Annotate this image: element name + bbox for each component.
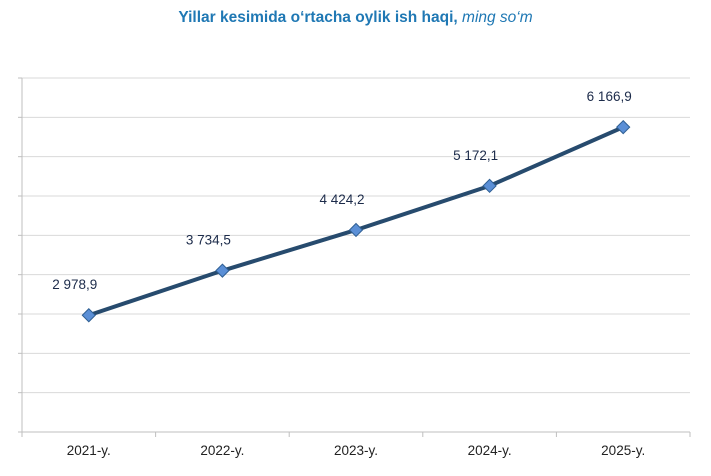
chart-title-unit: ming so‘m: [462, 9, 533, 26]
data-label: 6 166,9: [587, 89, 632, 104]
x-tick-label: 2025-y.: [601, 443, 645, 458]
series-line-group: [86, 125, 626, 318]
data-label: 4 424,2: [319, 192, 364, 207]
gridlines: [22, 77, 690, 433]
data-label: 3 734,5: [186, 233, 231, 248]
data-point-marker: [615, 119, 631, 135]
x-tick-label: 2023-y.: [334, 443, 378, 458]
data-point-marker: [215, 263, 230, 278]
axes: [18, 77, 691, 437]
chart-title-text: Yillar kesimida o‘rtacha oylik ish haqi,: [178, 9, 458, 26]
data-labels: 2 978,9 3 734,5 4 424,2 5 172,1 6 166,9: [52, 89, 631, 292]
data-label: 2 978,9: [52, 277, 97, 292]
x-tick-label: 2024-y.: [468, 443, 512, 458]
chart-title: Yillar kesimida o‘rtacha oylik ish haqi,…: [0, 9, 711, 27]
x-tick-label: 2021-y.: [67, 443, 111, 458]
x-axis-tick-labels: 2021-y. 2022-y. 2023-y. 2024-y. 2025-y.: [67, 443, 645, 458]
x-tick-label: 2022-y.: [200, 443, 244, 458]
data-point-marker: [482, 178, 497, 194]
data-point-marker: [348, 222, 364, 238]
series-line: [86, 125, 626, 318]
data-markers: [81, 119, 631, 323]
data-point-marker: [81, 308, 97, 323]
data-label: 5 172,1: [453, 148, 498, 163]
